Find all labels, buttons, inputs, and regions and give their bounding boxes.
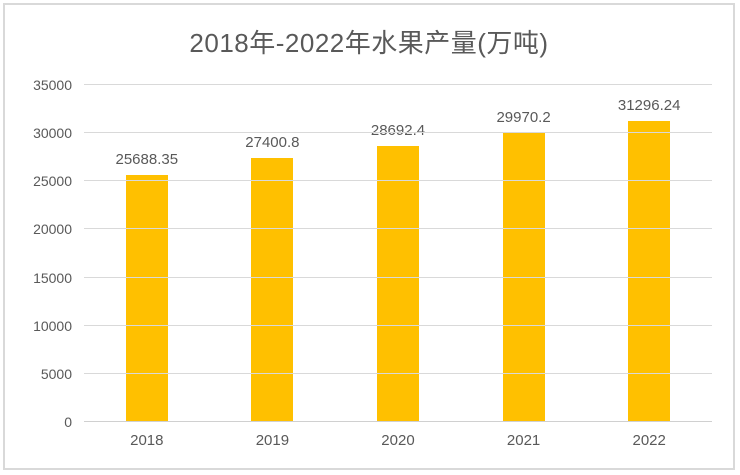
data-label-2021: 29970.2 <box>496 109 551 127</box>
bar-2018 <box>125 174 168 422</box>
y-axis-tick-label: 10000 <box>33 317 72 334</box>
y-axis-labels: 0 5000 10000 15000 20000 25000 30000 35000 <box>5 77 72 430</box>
y-axis-tick-label: 25000 <box>33 173 72 190</box>
y-axis-tick-label: 0 <box>64 414 72 430</box>
bar-2019 <box>251 158 294 422</box>
x-axis-labels: 2018 2019 2020 2021 2022 <box>84 432 712 449</box>
x-axis-line <box>84 421 712 422</box>
x-axis-tick-label-2021: 2021 <box>506 432 541 449</box>
y-axis-tick-label: 5000 <box>40 365 72 382</box>
bar-2022 <box>628 120 671 422</box>
bar-2020 <box>376 145 419 422</box>
data-label-2020: 28692.4 <box>370 121 426 139</box>
bar-2021 <box>502 133 545 422</box>
y-axis-tick-label: 30000 <box>33 125 72 142</box>
y-axis-tick-label: 15000 <box>33 269 72 286</box>
gridline <box>84 276 712 278</box>
gridline <box>84 372 712 374</box>
chart-frame: 2018年-2022年水果产量(万吨) 0 5000 10000 15000 20000… <box>3 3 735 470</box>
gridline <box>84 84 712 85</box>
gridline <box>84 180 712 182</box>
bar-slot-2021: 29970.2 <box>461 85 587 422</box>
x-axis-tick-label-2020: 2020 <box>381 432 415 449</box>
gridline <box>84 228 712 230</box>
x-axis-tick-label-2022: 2022 <box>632 432 666 449</box>
plot-area: 25688.35 27400.8 28692.4 29970.2 31296.24 <box>84 84 712 422</box>
bar-slot-2020: 28692.4 <box>335 85 461 422</box>
data-label-2022: 31296.24 <box>617 96 681 114</box>
gridline <box>84 324 712 326</box>
data-label-2018: 25688.35 <box>115 150 179 168</box>
x-axis-tick-label-2018: 2018 <box>130 432 164 449</box>
x-axis-tick-label-2019: 2019 <box>255 432 290 449</box>
data-label-2019: 27400.8 <box>245 134 300 152</box>
y-axis-tick-label: 35000 <box>33 77 72 93</box>
y-axis-tick-label: 20000 <box>33 221 72 238</box>
chart-title: 2018年-2022年水果产量(万吨) <box>189 28 549 58</box>
bar-slot-2019: 27400.8 <box>210 85 336 422</box>
bar-slots: 25688.35 27400.8 28692.4 29970.2 31296.24 <box>84 85 712 422</box>
gridline <box>84 132 712 134</box>
bar-slot-2022: 31296.24 <box>586 85 712 422</box>
bar-slot-2018: 25688.35 <box>84 85 210 422</box>
